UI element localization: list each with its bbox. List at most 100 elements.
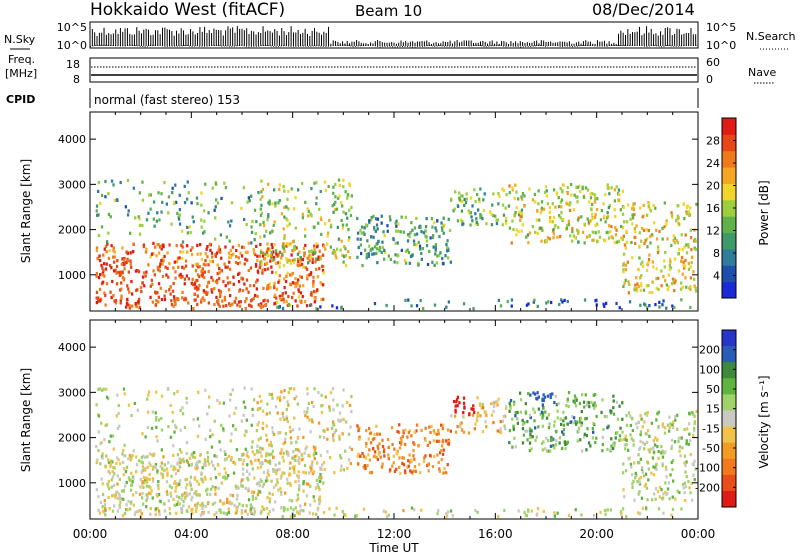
velocity-cell — [313, 451, 316, 455]
power-cell — [411, 254, 414, 258]
power-cell — [282, 227, 285, 231]
power-cell — [575, 195, 578, 199]
y-tick-label: 1000 — [58, 477, 86, 490]
velocity-cell — [319, 453, 322, 457]
velocity-cell — [333, 513, 336, 517]
power-cell — [138, 217, 141, 221]
power-cell — [602, 202, 605, 206]
power-cell — [186, 231, 189, 235]
velocity-cell — [672, 420, 675, 424]
velocity-cell — [409, 460, 412, 464]
velocity-cell — [195, 493, 198, 497]
power-cell — [474, 199, 477, 204]
velocity-cell — [311, 420, 314, 424]
power-cell — [442, 262, 445, 266]
power-cell — [421, 247, 425, 251]
velocity-cell — [585, 434, 589, 438]
velocity-cell — [244, 447, 247, 451]
power-cell — [313, 246, 316, 250]
power-cell — [294, 226, 297, 230]
power-colorbar-segment — [722, 167, 736, 184]
velocity-cell — [170, 494, 173, 498]
velocity-cell — [98, 387, 102, 391]
power-cell — [303, 254, 306, 258]
velocity-cell — [508, 409, 511, 413]
velocity-cell — [674, 418, 677, 422]
power-cell — [604, 220, 607, 224]
power-cell — [174, 297, 178, 301]
velocity-cell — [154, 464, 157, 469]
velocity-cell — [223, 449, 226, 454]
velocity-cell — [177, 469, 180, 473]
velocity-cell — [530, 509, 533, 513]
velocity-cell — [107, 469, 110, 474]
power-cell — [180, 243, 183, 247]
velocity-cell — [342, 417, 345, 421]
velocity-cell — [661, 422, 664, 426]
power-cell — [675, 219, 678, 223]
power-cell — [179, 272, 182, 276]
velocity-cell — [462, 396, 466, 400]
power-cell — [634, 283, 637, 287]
power-cell — [670, 243, 673, 248]
power-cell — [319, 257, 322, 261]
velocity-cell — [155, 425, 158, 429]
velocity-cell — [183, 491, 186, 495]
velocity-cell — [254, 458, 257, 462]
velocity-cell — [113, 504, 116, 508]
velocity-cell — [693, 478, 696, 482]
power-cell — [383, 233, 386, 238]
power-cell — [407, 251, 411, 255]
cpid-value: normal (fast stereo) 153 — [94, 93, 240, 107]
power-cell — [220, 256, 223, 260]
velocity-cell — [315, 512, 318, 516]
velocity-cell — [310, 400, 314, 405]
velocity-cell — [141, 492, 144, 496]
velocity-cell — [178, 502, 181, 506]
velocity-cell — [256, 466, 260, 470]
velocity-cell — [151, 496, 154, 500]
power-cell — [265, 250, 269, 254]
velocity-cell — [207, 455, 210, 459]
velocity-cell — [139, 485, 142, 489]
power-cell — [120, 287, 123, 291]
power-cell — [568, 208, 572, 212]
velocity-cell — [350, 410, 353, 414]
velocity-cell — [339, 468, 343, 472]
velocity-cell — [658, 495, 661, 499]
velocity-cell — [365, 441, 368, 446]
power-cell — [291, 295, 294, 300]
velocity-cell — [265, 506, 268, 511]
velocity-cell — [326, 450, 329, 454]
velocity-cell — [234, 462, 237, 466]
velocity-cell — [234, 427, 237, 431]
power-cell — [120, 294, 123, 298]
velocity-cell — [281, 515, 284, 519]
velocity-cell — [145, 493, 148, 497]
power-cell — [181, 229, 184, 233]
velocity-cell — [252, 490, 255, 494]
power-cell — [365, 253, 368, 257]
power-cell — [260, 260, 263, 264]
power-cell — [278, 294, 282, 298]
velocity-cell — [175, 425, 178, 430]
power-cell — [648, 253, 651, 257]
power-cell — [111, 279, 114, 284]
velocity-cell — [97, 430, 100, 434]
power-cell — [327, 231, 330, 235]
velocity-cell — [244, 486, 247, 490]
power-cell — [624, 263, 628, 267]
velocity-cell — [673, 440, 677, 444]
velocity-cell — [104, 508, 107, 512]
velocity-cell — [260, 399, 263, 403]
velocity-cell — [140, 469, 144, 473]
power-cell — [517, 229, 520, 233]
velocity-cell — [548, 422, 551, 426]
power-cell — [511, 219, 514, 223]
velocity-cell — [529, 416, 532, 420]
velocity-cell — [657, 424, 660, 429]
power-cell — [647, 229, 650, 233]
velocity-cell — [404, 442, 407, 446]
velocity-colorbar-segment — [722, 442, 736, 460]
power-cell — [597, 230, 600, 234]
